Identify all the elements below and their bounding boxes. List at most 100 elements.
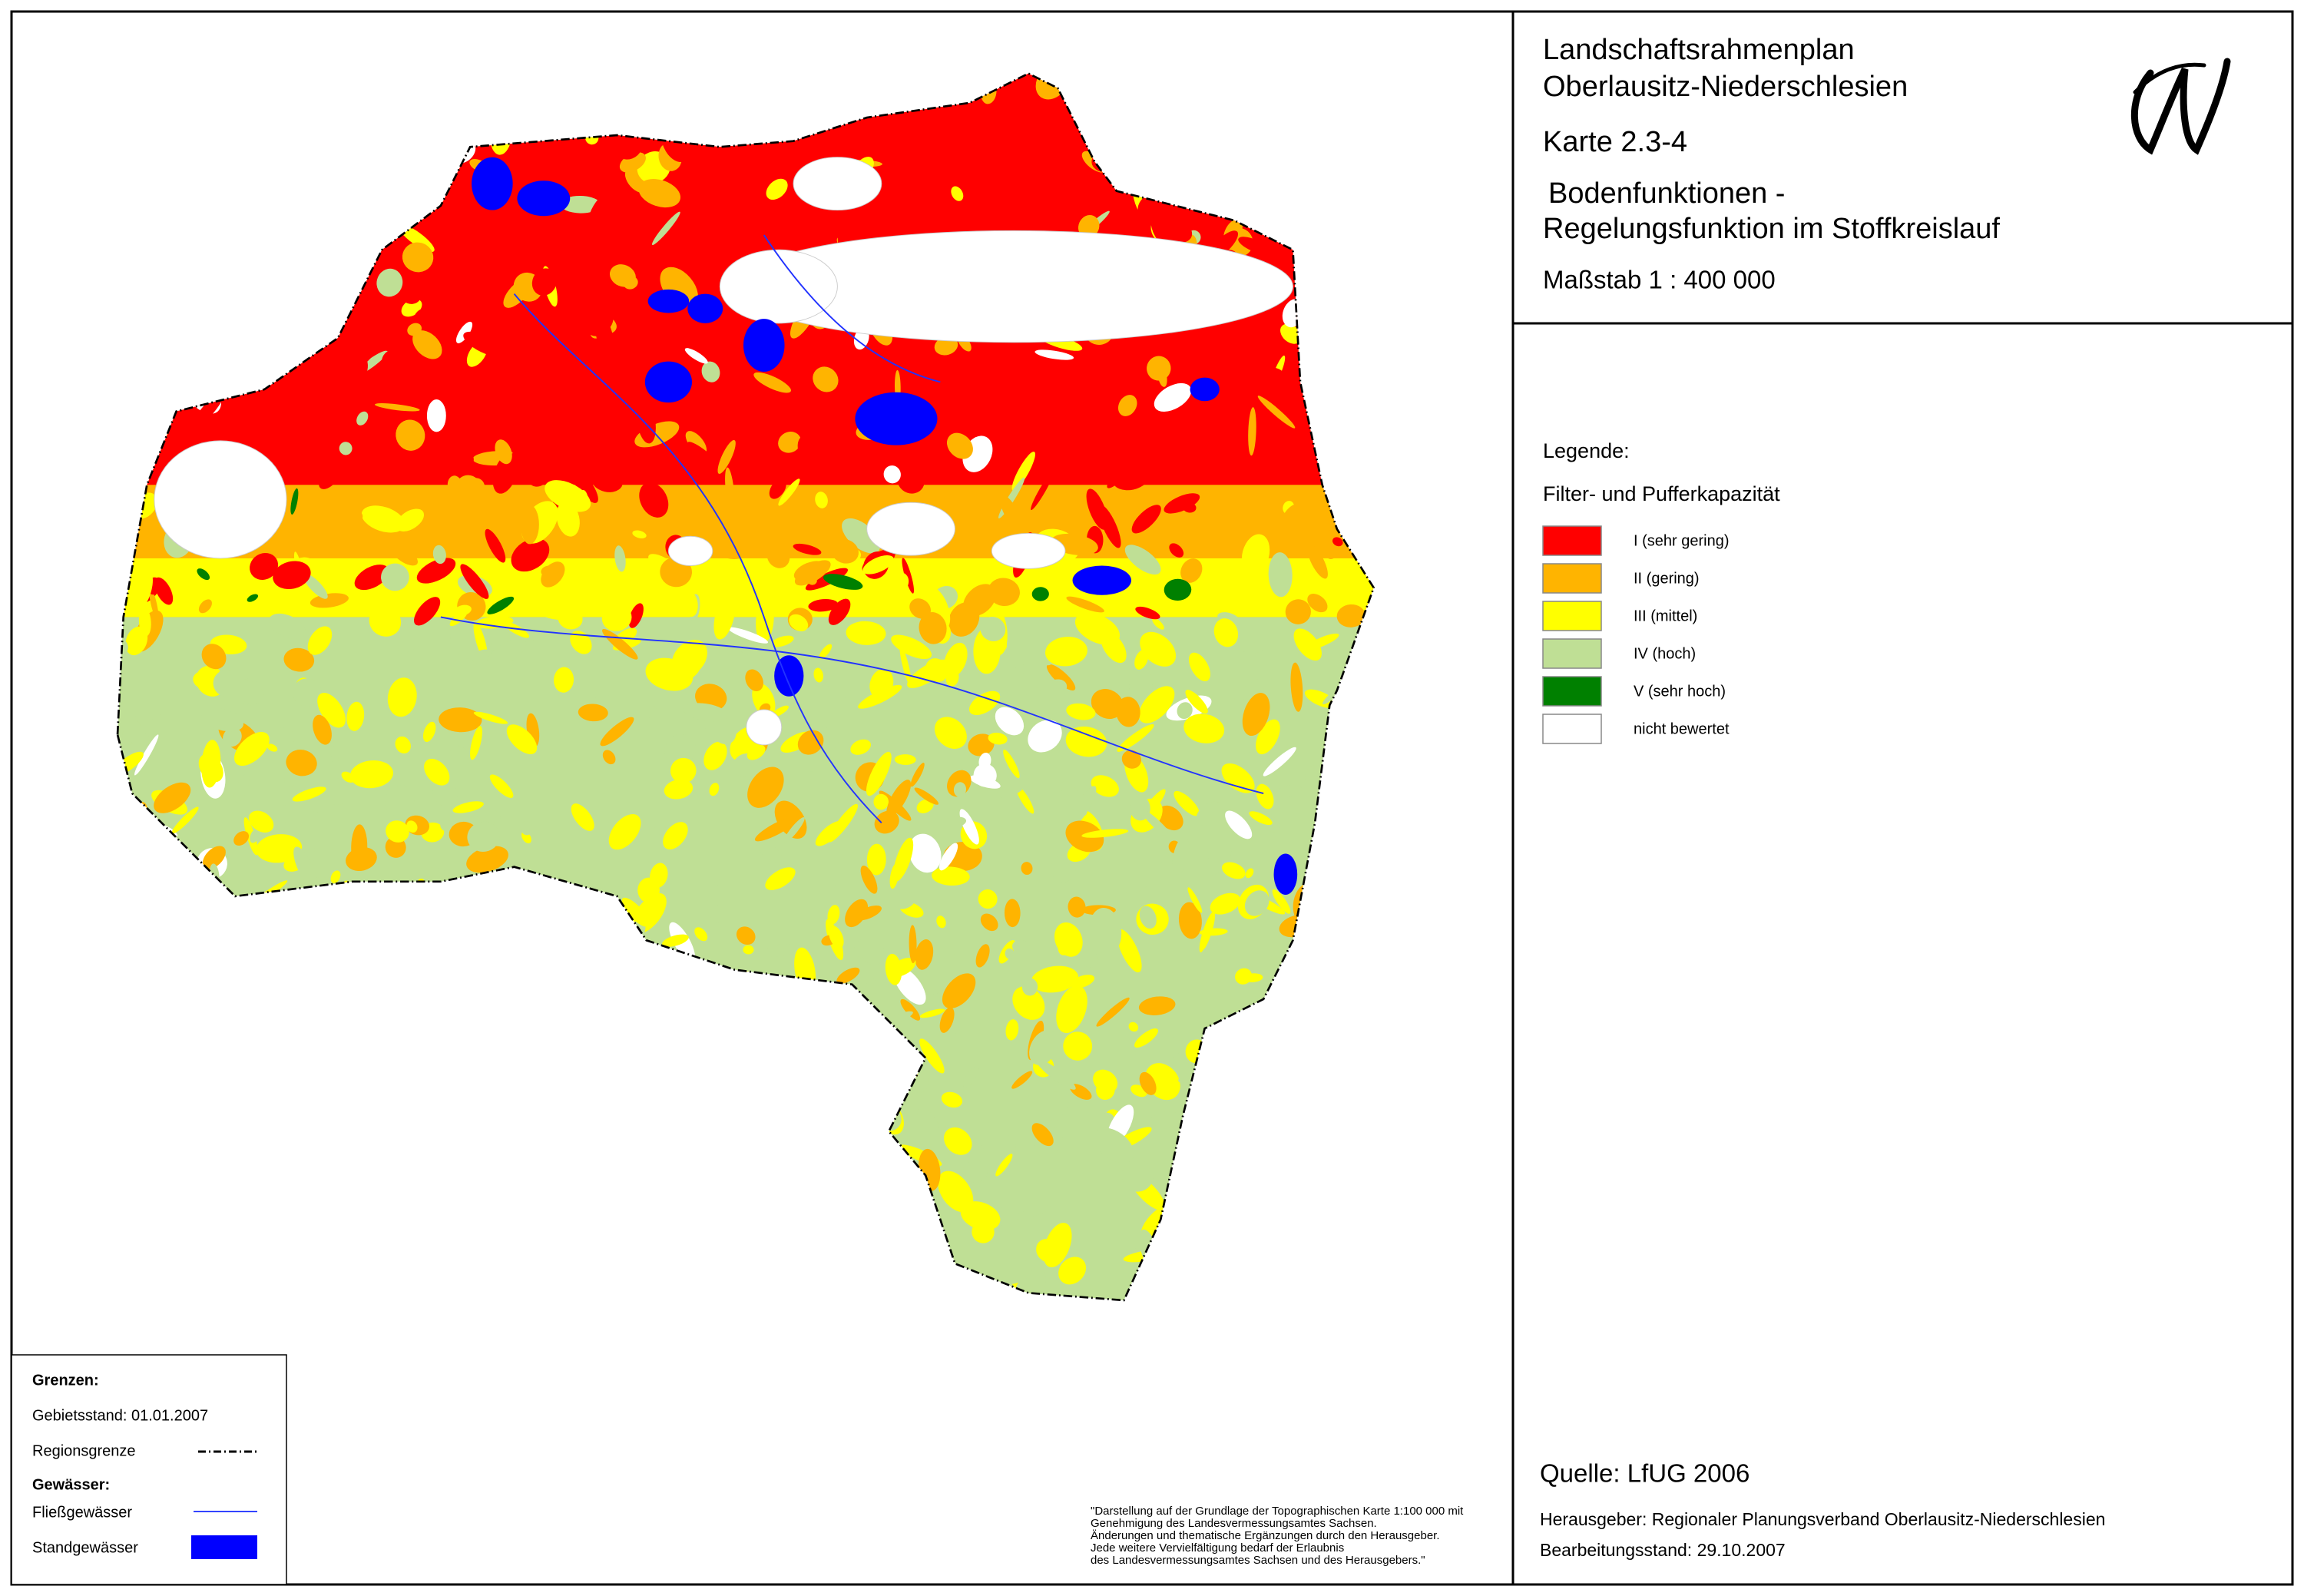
soil-patch bbox=[460, 389, 485, 413]
soil-patch bbox=[122, 875, 144, 922]
soil-patch bbox=[576, 448, 585, 472]
soil-patch bbox=[709, 783, 720, 796]
soil-patch bbox=[250, 552, 279, 580]
soil-patch bbox=[317, 238, 346, 266]
soil-patch bbox=[1160, 1240, 1168, 1285]
soil-patch bbox=[1375, 153, 1401, 167]
soil-patch bbox=[1121, 1159, 1154, 1192]
soil-patch bbox=[511, 439, 527, 470]
unassessed-area bbox=[793, 157, 882, 211]
soil-patch bbox=[942, 973, 976, 1008]
soil-patch bbox=[883, 465, 901, 484]
soil-patch bbox=[598, 1092, 619, 1110]
soil-patch bbox=[531, 268, 558, 296]
soil-patch bbox=[1101, 73, 1114, 93]
soil-patch bbox=[1101, 99, 1124, 141]
soil-patch bbox=[1204, 1037, 1241, 1071]
soil-patch bbox=[432, 780, 458, 806]
soil-patch bbox=[406, 820, 418, 833]
soil-patch bbox=[466, 1146, 492, 1163]
soil-patch bbox=[1093, 1127, 1134, 1163]
soil-patch bbox=[118, 190, 150, 210]
soil-patch bbox=[489, 774, 514, 798]
soil-patch bbox=[1117, 723, 1154, 752]
legend-label: II (gering) bbox=[1634, 570, 1700, 587]
soil-patch bbox=[373, 1061, 404, 1088]
legend-swatch bbox=[1542, 525, 1602, 556]
soil-patch bbox=[452, 801, 484, 813]
soil-patch bbox=[1034, 349, 1074, 360]
soil-patch bbox=[312, 1184, 351, 1196]
soil-patch bbox=[1346, 1278, 1363, 1301]
soil-patch bbox=[628, 603, 644, 628]
soil-patch bbox=[1192, 659, 1206, 674]
soil-patch bbox=[293, 118, 313, 146]
soil-patch bbox=[276, 1147, 300, 1168]
soil-patch bbox=[234, 111, 250, 128]
river bbox=[513, 293, 882, 823]
soil-patch bbox=[680, 246, 700, 274]
soil-patch bbox=[1193, 1222, 1209, 1245]
soil-patch bbox=[286, 750, 317, 776]
soil-patch bbox=[842, 1247, 855, 1283]
soil-patch bbox=[832, 73, 877, 94]
soil-patch bbox=[354, 565, 389, 591]
soil-patch bbox=[234, 732, 270, 767]
soil-patch bbox=[684, 348, 708, 364]
soil-patch bbox=[988, 732, 1008, 745]
soil-patch bbox=[432, 545, 446, 565]
soil-patch bbox=[187, 73, 196, 104]
soil-patch bbox=[376, 1251, 397, 1288]
soil-patch bbox=[201, 708, 244, 732]
soil-patch bbox=[850, 739, 871, 755]
soil-patch bbox=[1381, 104, 1398, 122]
lake bbox=[1190, 377, 1220, 402]
soil-patch bbox=[892, 334, 905, 357]
soil-patch bbox=[763, 944, 796, 957]
soil-patch bbox=[1152, 618, 1164, 630]
soil-patch bbox=[1197, 98, 1217, 119]
soil-patch bbox=[835, 1286, 863, 1301]
soil-patch bbox=[118, 312, 144, 341]
soil-patch bbox=[1078, 498, 1087, 539]
soil-patch bbox=[968, 733, 995, 757]
soil-patch bbox=[471, 1222, 496, 1248]
soil-patch bbox=[1152, 180, 1161, 192]
soil-patch bbox=[809, 983, 829, 1011]
soil-patch bbox=[279, 1186, 301, 1213]
soil-patch bbox=[187, 1263, 207, 1278]
boundaries-status: Gebietsstand: 01.01.2007 bbox=[32, 1407, 208, 1424]
soil-patch bbox=[290, 211, 310, 220]
soil-patch bbox=[198, 599, 212, 614]
soil-patch bbox=[999, 494, 1023, 531]
soil-patch bbox=[1124, 545, 1161, 575]
soil-patch bbox=[467, 821, 500, 853]
soil-patch bbox=[1140, 631, 1177, 667]
soil-patch bbox=[531, 411, 562, 425]
soil-patch bbox=[561, 255, 574, 289]
soil-patch bbox=[1370, 629, 1374, 653]
soil-patch bbox=[578, 489, 588, 510]
soil-patch bbox=[1189, 1177, 1204, 1190]
soil-patch bbox=[1065, 726, 1107, 757]
soil-patch bbox=[707, 897, 721, 923]
soil-patch bbox=[422, 367, 459, 396]
soil-patch bbox=[472, 73, 486, 108]
soil-patch bbox=[1101, 631, 1127, 664]
soil-patch bbox=[282, 1176, 307, 1207]
soil-patch bbox=[482, 903, 511, 934]
soil-patch bbox=[118, 83, 127, 117]
soil-patch bbox=[1117, 929, 1142, 972]
soil-patch bbox=[909, 598, 931, 619]
soil-patch bbox=[339, 81, 372, 110]
soil-patch bbox=[488, 1199, 514, 1225]
soil-patch bbox=[325, 776, 356, 805]
soil-patch bbox=[687, 384, 701, 408]
soil-patch bbox=[364, 904, 389, 931]
soil-patch bbox=[921, 1203, 932, 1233]
soil-patch bbox=[347, 1035, 386, 1056]
frame bbox=[10, 10, 2294, 1586]
soil-patch bbox=[1279, 1141, 1310, 1163]
soil-patch bbox=[873, 793, 889, 810]
soil-patch bbox=[1139, 906, 1157, 929]
